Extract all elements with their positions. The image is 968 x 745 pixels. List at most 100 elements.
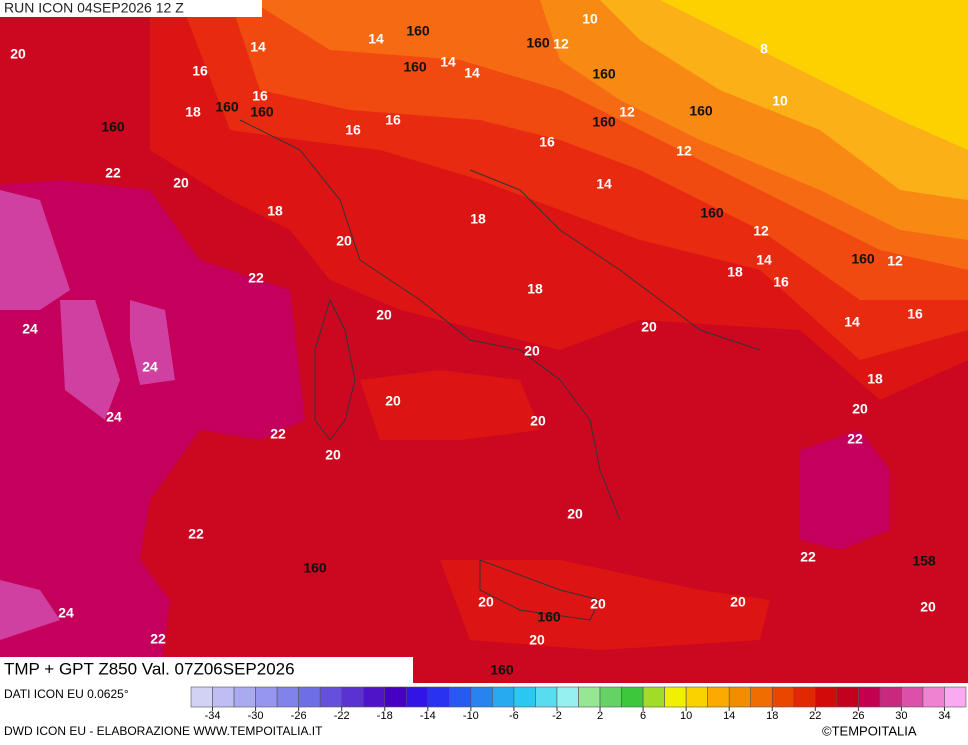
geopotential-label: 160 <box>215 99 239 115</box>
temperature-label: 20 <box>336 233 352 249</box>
temperature-label: 14 <box>368 31 384 47</box>
colorbar-swatch <box>319 686 342 708</box>
temperature-label: 20 <box>529 632 545 648</box>
geopotential-label: 160 <box>406 23 430 39</box>
temperature-label: 12 <box>619 104 635 120</box>
colorbar-swatch <box>255 686 278 708</box>
temperature-label: 14 <box>464 65 480 81</box>
colorbar-swatch <box>233 686 256 708</box>
geopotential-label: 158 <box>912 553 936 569</box>
colorbar-swatch <box>642 686 665 708</box>
colorbar-tick-label: 6 <box>640 710 646 722</box>
colorbar-tick-label: 34 <box>938 710 950 722</box>
colorbar-swatch <box>815 686 838 708</box>
temperature-label: 16 <box>252 88 268 104</box>
geopotential-label: 160 <box>689 103 713 119</box>
temperature-label: 20 <box>376 307 392 323</box>
temperature-label: 10 <box>582 11 598 27</box>
colorbar-tick-label: -6 <box>509 710 519 722</box>
colorbar: -34 -30 -26 -22 -18 -14 -10 -6 -2 2 6 10 14 18 22 26 30 3… <box>190 686 967 722</box>
map-background <box>0 0 968 683</box>
colorbar-swatch <box>836 686 859 708</box>
temperature-label: 12 <box>553 36 569 52</box>
colorbar-swatch <box>793 686 816 708</box>
footer-box <box>0 657 413 683</box>
colorbar-swatch <box>212 686 235 708</box>
temperature-label: 14 <box>844 314 860 330</box>
temperature-label: 20 <box>173 175 189 191</box>
colorbar-swatch <box>276 686 299 708</box>
colorbar-swatch <box>427 686 450 708</box>
geopotential-label: 160 <box>700 205 724 221</box>
temperature-label: 18 <box>867 371 883 387</box>
temperature-label: 16 <box>345 122 361 138</box>
colorbar-tick-label: 18 <box>766 710 778 722</box>
colorbar-swatch <box>405 686 429 708</box>
colorbar-swatch <box>362 686 386 708</box>
temperature-label: 22 <box>188 526 204 542</box>
colorbar-swatch <box>513 686 536 708</box>
colorbar-swatch <box>492 686 515 708</box>
temperature-label: 16 <box>539 134 555 150</box>
temperature-label: 18 <box>470 211 486 227</box>
temperature-label: 20 <box>524 343 540 359</box>
geopotential-label: 160 <box>526 35 550 51</box>
colorbar-swatch <box>707 686 730 708</box>
geopotential-label: 160 <box>851 251 875 267</box>
temperature-label: 24 <box>58 605 74 621</box>
temperature-label: 22 <box>800 549 816 565</box>
colorbar-swatch <box>879 686 902 708</box>
colorbar-swatch <box>578 686 601 708</box>
temperature-label: 18 <box>527 281 543 297</box>
footer-title: TMP + GPT Z850 Val. 07Z06SEP2026 <box>4 659 295 678</box>
geopotential-label: 160 <box>101 119 125 135</box>
colorbar-tick-label: 2 <box>597 710 603 722</box>
temperature-label: 12 <box>676 143 692 159</box>
colorbar-tick-label: -30 <box>248 710 264 722</box>
temperature-label: 14 <box>250 39 266 55</box>
temperature-label: 18 <box>727 264 743 280</box>
temperature-label: 8 <box>760 41 768 57</box>
colorbar-swatch <box>685 686 708 708</box>
colorbar-swatch <box>449 686 472 708</box>
temperature-label: 20 <box>385 393 401 409</box>
colorbar-tick-label: -22 <box>334 710 350 722</box>
temperature-label: 24 <box>142 359 158 375</box>
copyright-text: ©TEMPOITALIA <box>822 723 917 738</box>
colorbar-swatch <box>858 686 881 708</box>
colorbar-swatch <box>728 686 752 708</box>
colorbar-tick-label: -10 <box>463 710 479 722</box>
colorbar-swatch <box>664 686 687 708</box>
temperature-label: 20 <box>641 319 657 335</box>
temperature-label: 22 <box>847 431 863 447</box>
geopotential-label: 160 <box>403 59 427 75</box>
temperature-label: 14 <box>756 252 772 268</box>
temperature-label: 14 <box>596 176 612 192</box>
temperature-label: 22 <box>248 270 264 286</box>
colorbar-tick-label: 26 <box>852 710 864 722</box>
colorbar-tick-label: 30 <box>895 710 907 722</box>
colorbar-swatch <box>901 686 924 708</box>
colorbar-tick-label: -26 <box>291 710 307 722</box>
colorbar-swatch <box>556 686 579 708</box>
header-title: RUN ICON 04SEP2026 12 Z <box>4 0 184 16</box>
geopotential-label: 160 <box>303 560 327 576</box>
temperature-label: 20 <box>325 447 341 463</box>
colorbar-swatch <box>750 686 773 708</box>
colorbar-tick-label: -2 <box>552 710 562 722</box>
colorbar-swatch <box>621 686 644 708</box>
temperature-label: 22 <box>150 631 166 647</box>
colorbar-tick-label: 14 <box>723 710 735 722</box>
colorbar-tick-label: -14 <box>420 710 436 722</box>
colorbar-swatch <box>599 686 622 708</box>
temperature-label: 20 <box>730 594 746 610</box>
temperature-label: 12 <box>753 223 769 239</box>
temperature-label: 20 <box>10 46 26 62</box>
temperature-label: 22 <box>105 165 121 181</box>
temperature-label: 20 <box>590 596 606 612</box>
temperature-label: 20 <box>567 506 583 522</box>
geopotential-label: 160 <box>250 104 274 120</box>
credit-text: DWD ICON EU - ELABORAZIONE WWW.TEMPOITAL… <box>4 724 323 738</box>
temperature-label: 20 <box>530 413 546 429</box>
